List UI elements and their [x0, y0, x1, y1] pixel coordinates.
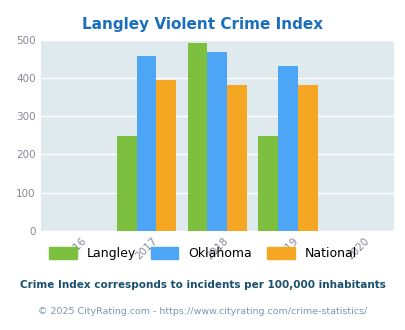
- Bar: [117, 136, 136, 231]
- Text: © 2025 CityRating.com - https://www.cityrating.com/crime-statistics/: © 2025 CityRating.com - https://www.city…: [38, 307, 367, 316]
- Legend: Langley, Oklahoma, National: Langley, Oklahoma, National: [44, 242, 361, 265]
- Bar: [207, 52, 226, 231]
- Bar: [156, 80, 176, 231]
- Bar: [297, 85, 317, 231]
- Bar: [226, 85, 246, 231]
- Bar: [277, 66, 297, 231]
- Text: Langley Violent Crime Index: Langley Violent Crime Index: [82, 17, 323, 32]
- Bar: [258, 136, 277, 231]
- Bar: [187, 44, 207, 231]
- Text: Crime Index corresponds to incidents per 100,000 inhabitants: Crime Index corresponds to incidents per…: [20, 280, 385, 290]
- Bar: [136, 56, 156, 231]
